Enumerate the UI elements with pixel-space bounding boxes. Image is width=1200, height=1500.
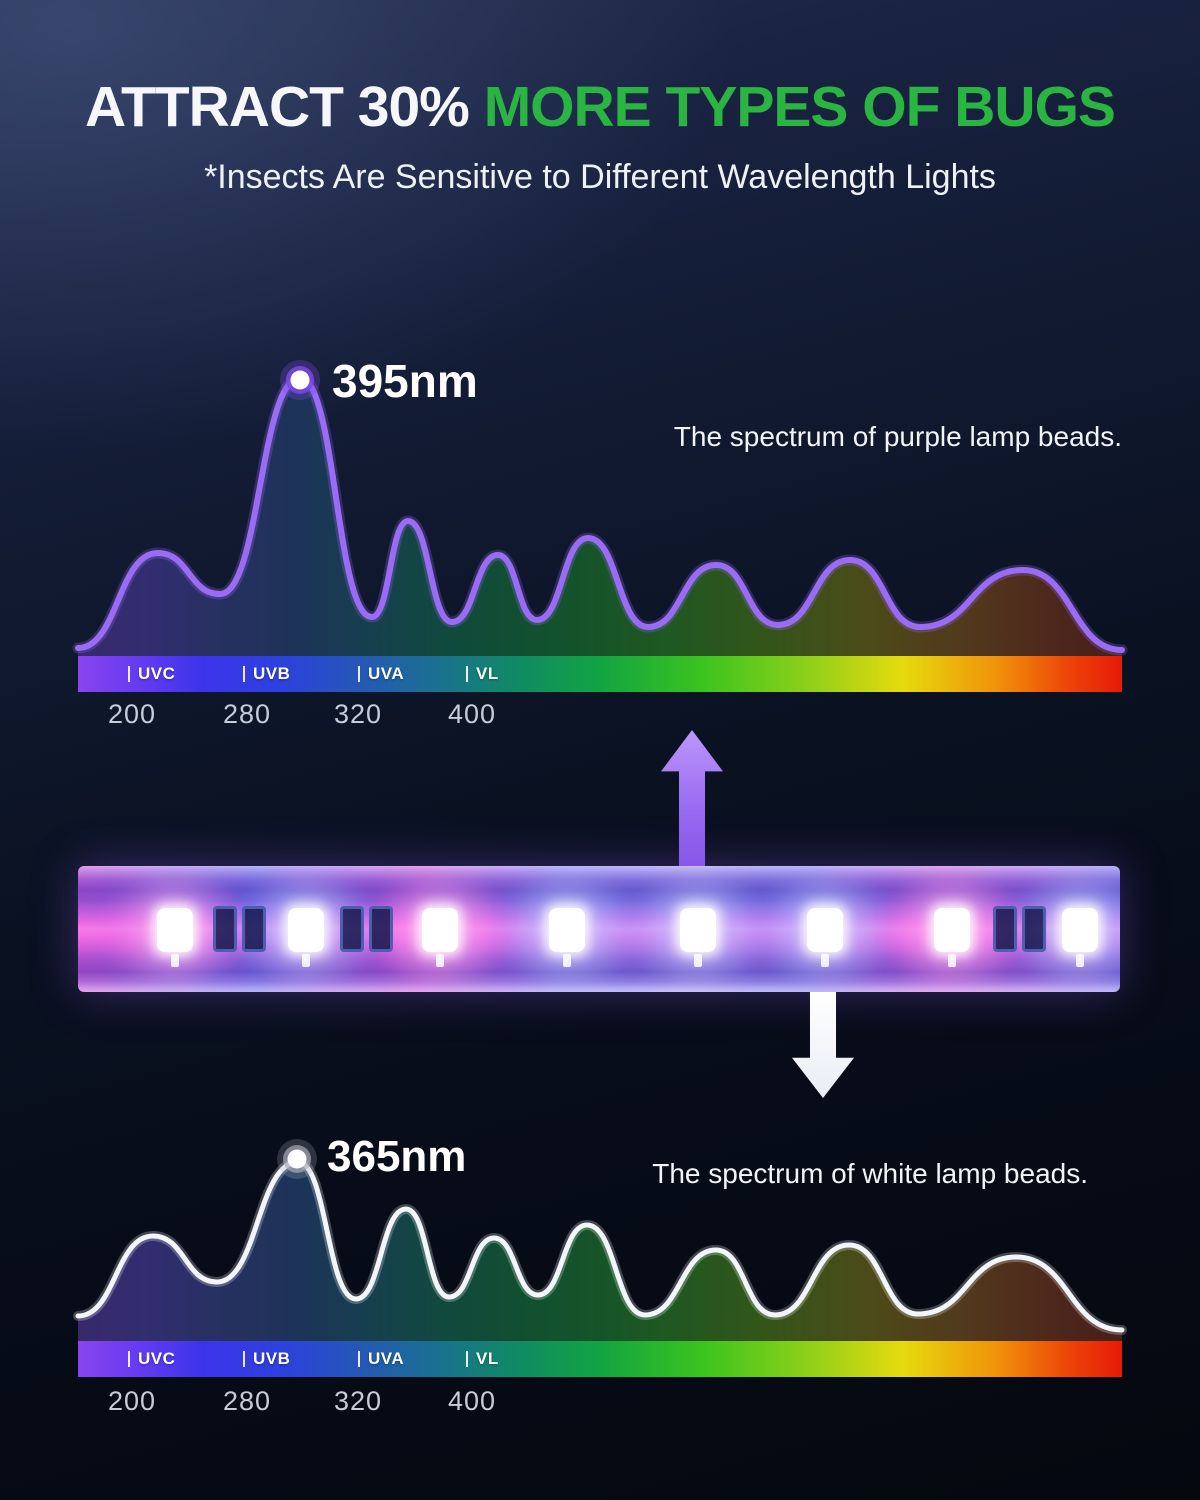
band-marker-vl: VL <box>466 1341 499 1377</box>
strip-component <box>340 906 364 952</box>
band-marker-uvc: UVC <box>128 656 175 692</box>
band-tick-line <box>243 666 245 682</box>
wavelength-tick-label: 400 <box>447 1386 497 1416</box>
band-marker-uvc: UVC <box>128 1341 175 1377</box>
white-lamp-bead <box>288 908 324 952</box>
band-tick-line <box>128 1351 130 1367</box>
band-tick-line <box>243 1351 245 1367</box>
peak-wavelength-label-purple: 395nm <box>332 355 478 407</box>
band-marker-uva: UVA <box>358 1341 404 1377</box>
white-lamp-bead <box>1062 908 1098 952</box>
wavelength-tick-label: 280 <box>222 1386 272 1416</box>
band-tick-line <box>358 1351 360 1367</box>
page-subtitle: *Insects Are Sensitive to Different Wave… <box>204 158 996 196</box>
band-tick-line <box>466 1351 468 1367</box>
page-title: ATTRACT 30% MORE TYPES OF BUGS <box>0 74 1200 140</box>
wavelength-color-bar-bottom: UVC UVB UVA VL <box>78 1341 1122 1377</box>
purple-lamp-bead <box>422 908 458 952</box>
strip-component <box>993 906 1017 952</box>
band-label: UVB <box>253 1349 291 1368</box>
lamp-bead-pin <box>1076 954 1084 967</box>
lamp-bead-pin <box>171 954 179 967</box>
strip-component <box>213 906 237 952</box>
peak-wavelength-label-white: 365nm <box>327 1132 467 1181</box>
purple-lamp-bead <box>157 908 193 952</box>
band-tick-line <box>466 666 468 682</box>
wavelength-tick-label: 200 <box>107 1386 157 1416</box>
wavelength-tick-label: 400 <box>447 699 497 729</box>
band-label: UVC <box>138 664 176 683</box>
band-marker-vl: VL <box>466 656 499 692</box>
band-label: VL <box>476 1349 499 1368</box>
peak-marker-dot <box>290 370 310 390</box>
strip-component <box>369 906 393 952</box>
band-label: UVB <box>253 664 291 683</box>
arrow-down-icon <box>792 992 854 1098</box>
band-marker-uvb: UVB <box>243 656 290 692</box>
band-tick-line <box>128 666 130 682</box>
strip-component <box>242 906 266 952</box>
lamp-bead-pin <box>948 954 956 967</box>
purple-spectrum-curve <box>72 360 1128 656</box>
lamp-bead-pin <box>302 954 310 967</box>
lamp-bead-pin <box>436 954 444 967</box>
band-label: UVA <box>368 664 405 683</box>
white-lamp-bead <box>807 908 843 952</box>
band-label: UVA <box>368 1349 405 1368</box>
spectrum-curve-line <box>75 375 1125 653</box>
lamp-bead-pin <box>821 954 829 967</box>
page-title-green: MORE TYPES OF BUGS <box>483 75 1116 139</box>
white-chart-caption: The spectrum of white lamp beads. <box>652 1158 1088 1189</box>
spectrum-area-fill <box>78 378 1122 656</box>
wavelength-tick-row-bottom: 200 280 320 400 <box>78 1386 1122 1418</box>
arrow-up-icon <box>661 730 723 868</box>
lamp-bead-pin <box>694 954 702 967</box>
purple-lamp-bead <box>934 908 970 952</box>
page-title-white: ATTRACT 30% <box>85 75 470 139</box>
white-spectrum-curve <box>73 1139 1127 1341</box>
wavelength-tick-row-top: 200 280 320 400 <box>78 699 1122 731</box>
band-marker-uvb: UVB <box>243 1341 290 1377</box>
band-marker-uva: UVA <box>358 656 404 692</box>
band-label: VL <box>476 664 499 683</box>
wavelength-tick-label: 320 <box>333 699 383 729</box>
peak-marker-dot <box>287 1149 307 1169</box>
strip-component <box>1022 906 1046 952</box>
led-strip-photo <box>78 866 1120 992</box>
spectrum-curve-line <box>75 1159 1125 1333</box>
white-lamp-bead <box>680 908 716 952</box>
purple-chart-caption: The spectrum of purple lamp beads. <box>673 421 1122 452</box>
white-lamp-bead <box>549 908 585 952</box>
wavelength-color-bar-top: UVC UVB UVA VL <box>78 656 1122 692</box>
wavelength-tick-label: 200 <box>107 699 157 729</box>
wavelength-tick-label: 320 <box>333 1386 383 1416</box>
band-label: UVC <box>138 1349 176 1368</box>
spectrum-area-fill <box>78 1162 1122 1341</box>
band-tick-line <box>358 666 360 682</box>
wavelength-tick-label: 280 <box>222 699 272 729</box>
lamp-bead-pin <box>563 954 571 967</box>
